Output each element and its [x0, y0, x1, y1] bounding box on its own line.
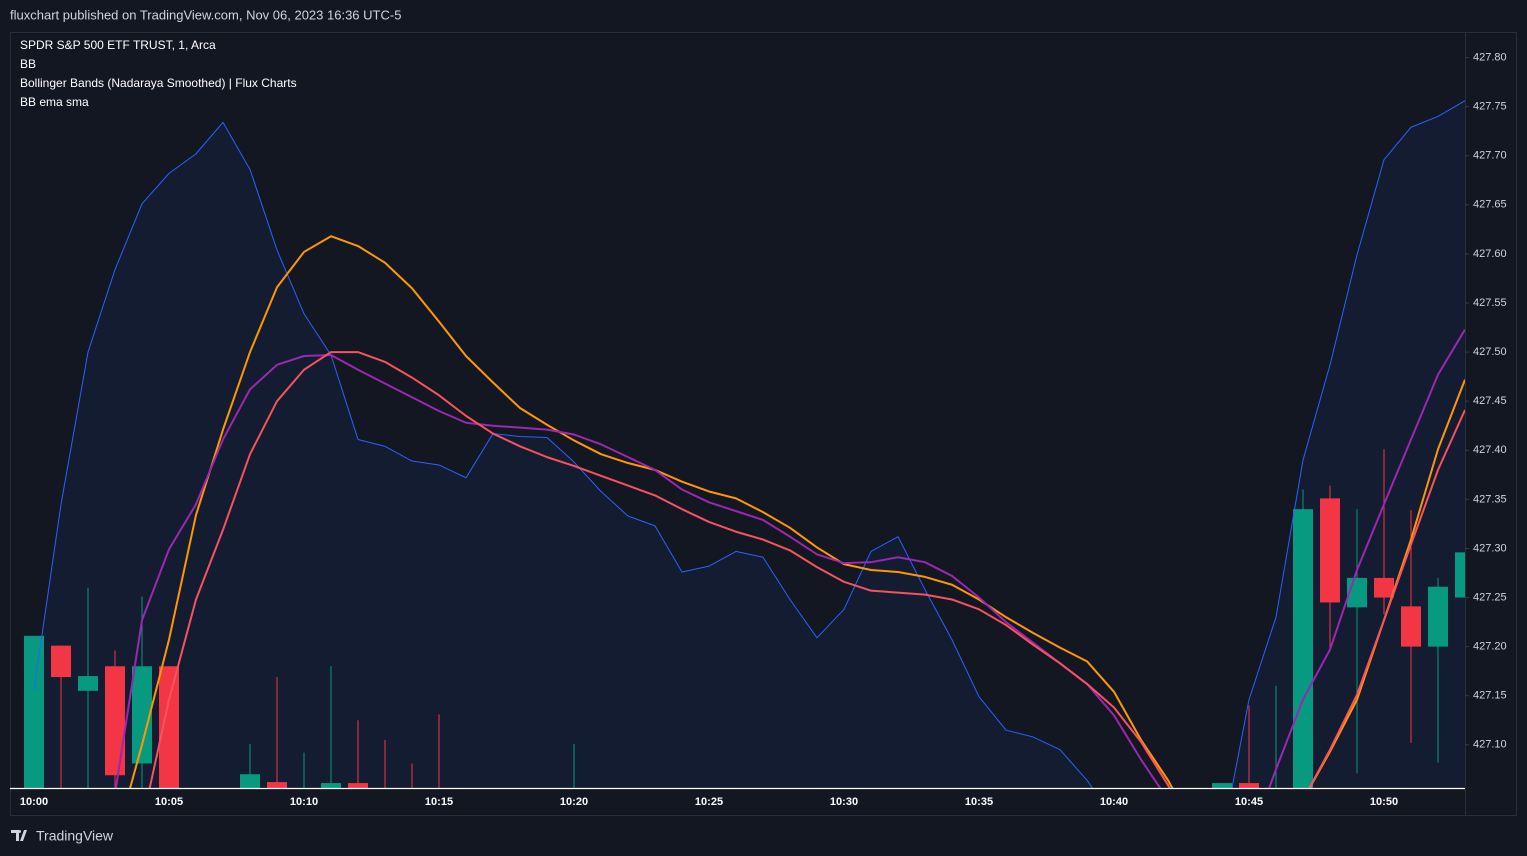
- y-tick-label: 427.50: [1473, 346, 1507, 358]
- y-tick-label: 427.35: [1473, 493, 1507, 505]
- legend-line: BB ema sma: [20, 95, 89, 109]
- candle-body: [321, 783, 341, 788]
- x-tick-label: 10:40: [1100, 796, 1128, 808]
- y-tick-label: 427.30: [1473, 542, 1507, 554]
- x-tick-label: 10:45: [1235, 796, 1263, 808]
- indicator-line: [1308, 409, 1465, 788]
- indicator-line: [1268, 328, 1465, 788]
- indicator-line: [148, 351, 1171, 788]
- candle-body: [1455, 552, 1465, 598]
- plot-area: [24, 100, 1465, 788]
- legend-line: BB: [20, 57, 36, 71]
- logo-dot: [18, 830, 21, 833]
- publish-header: fluxchart published on TradingView.com, …: [10, 7, 401, 22]
- x-tick-label: 10:10: [290, 796, 318, 808]
- candle-body: [78, 676, 98, 691]
- indicator-line: [1231, 100, 1465, 788]
- y-tick-label: 427.70: [1473, 150, 1507, 162]
- band-fill: [34, 122, 1114, 788]
- candle-body: [348, 783, 368, 788]
- candle-body: [1293, 509, 1313, 788]
- candle-body: [1212, 783, 1232, 788]
- candle-body: [1428, 586, 1448, 647]
- y-tick-label: 427.65: [1473, 199, 1507, 211]
- footer-brand: TradingView: [36, 828, 114, 844]
- y-tick-label: 427.25: [1473, 591, 1507, 603]
- y-tick-label: 427.45: [1473, 395, 1507, 407]
- logo: TradingView: [11, 828, 114, 844]
- legend: SPDR S&P 500 ETF TRUST, 1, Arca BB Bolling…: [20, 38, 297, 109]
- x-tick-label: 10:00: [20, 796, 48, 808]
- candle-body: [1239, 783, 1259, 788]
- y-tick-label: 427.10: [1473, 739, 1507, 751]
- x-tick-label: 10:15: [425, 796, 453, 808]
- x-tick-label: 10:20: [560, 796, 588, 808]
- indicator-line: [114, 354, 1162, 788]
- x-tick-label: 10:35: [965, 796, 993, 808]
- y-tick-label: 427.75: [1473, 101, 1507, 113]
- x-tick-label: 10:25: [695, 796, 723, 808]
- x-tick-label: 10:30: [830, 796, 858, 808]
- candle-body: [1320, 498, 1340, 603]
- chart-frame: [10, 32, 1517, 816]
- candle-body: [132, 666, 152, 764]
- y-tick-label: 427.20: [1473, 641, 1507, 653]
- y-tick-label: 427.60: [1473, 248, 1507, 260]
- candle-body: [240, 774, 260, 788]
- x-tick-label: 10:05: [155, 796, 183, 808]
- legend-line: Bollinger Bands (Nadaraya Smoothed) | Fl…: [20, 76, 297, 90]
- candle-body: [24, 635, 44, 788]
- indicator-line: [33, 121, 1094, 788]
- candle-body: [159, 666, 179, 788]
- y-tick-label: 427.15: [1473, 690, 1507, 702]
- x-tick-label: 10:50: [1370, 796, 1398, 808]
- logo-icon: [11, 830, 27, 841]
- y-tick-label: 427.55: [1473, 297, 1507, 309]
- y-tick-label: 427.40: [1473, 444, 1507, 456]
- candle-body: [105, 666, 125, 776]
- legend-line: SPDR S&P 500 ETF TRUST, 1, Arca: [20, 38, 216, 52]
- candle-body: [1374, 577, 1394, 598]
- candle-body: [51, 645, 71, 678]
- candle-body: [1401, 606, 1421, 647]
- candle-body: [267, 782, 287, 788]
- y-tick-label: 427.80: [1473, 51, 1507, 63]
